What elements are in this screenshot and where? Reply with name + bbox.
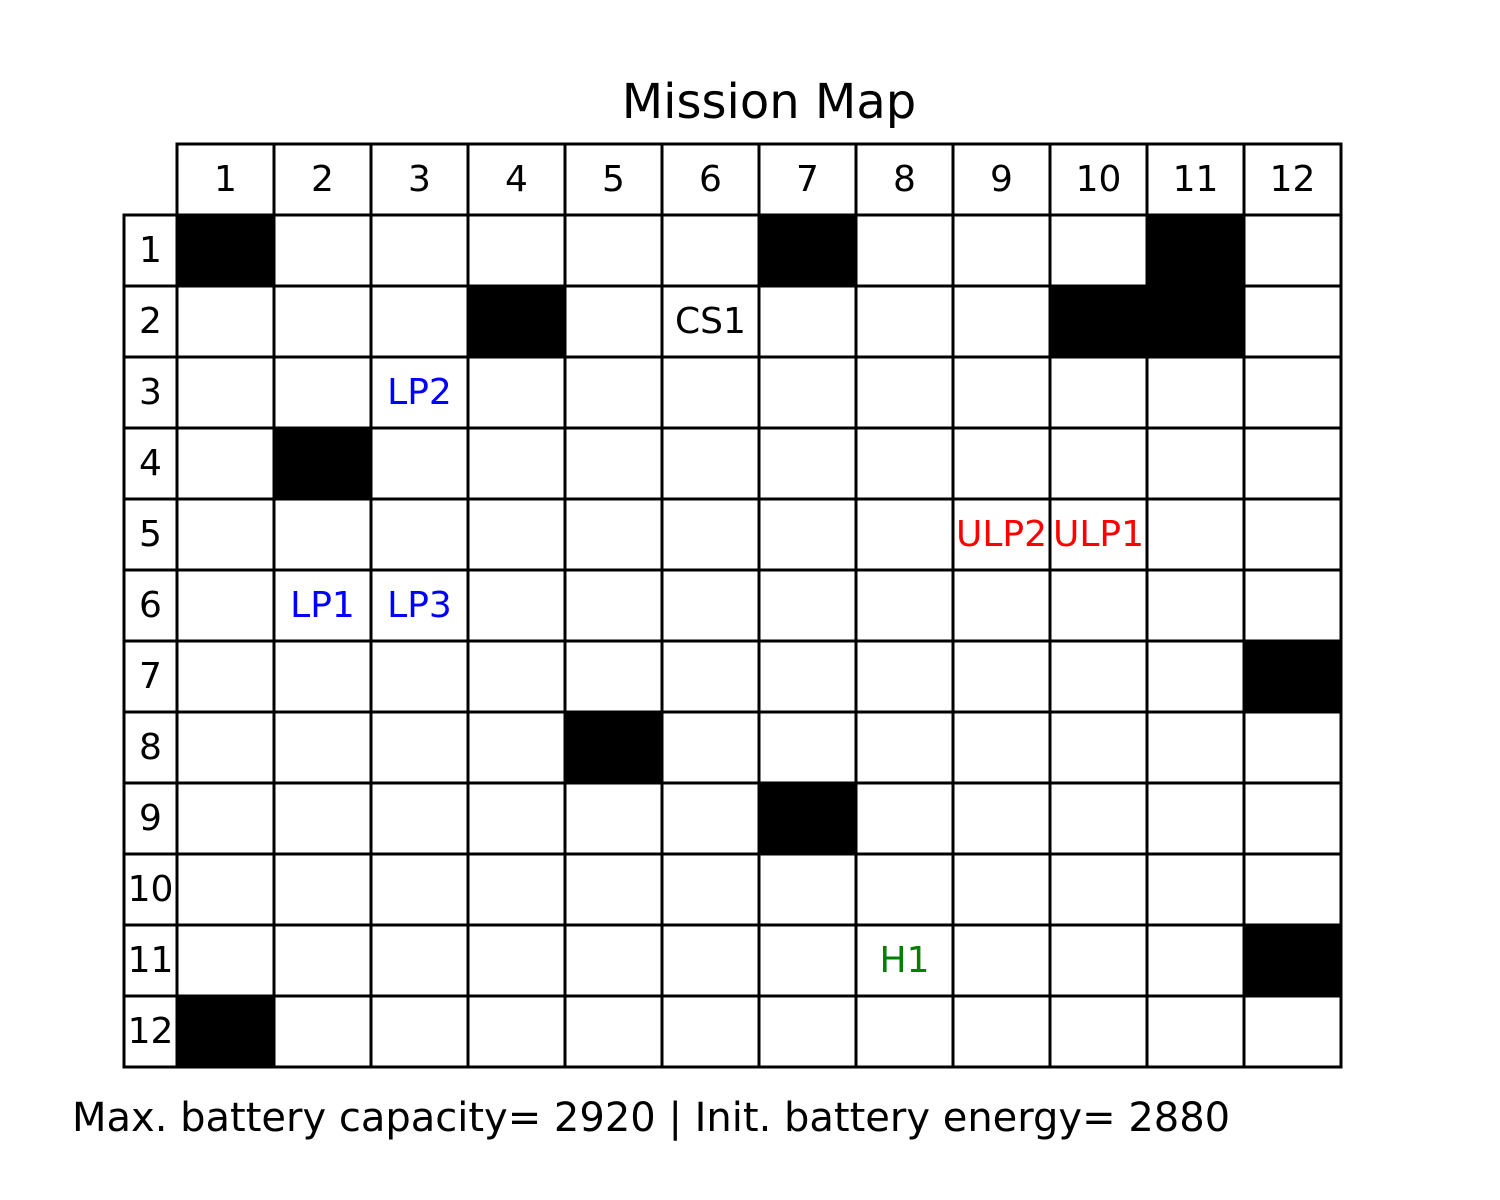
row-header-9: 9 xyxy=(139,798,162,839)
marker-h1: H1 xyxy=(880,940,930,981)
battery-info: Max. battery capacity= 2920 | Init. batt… xyxy=(72,1095,1231,1141)
row-header-12: 12 xyxy=(128,1011,174,1052)
row-header-8: 8 xyxy=(139,727,162,768)
grid-labels: 1 2 3 4 5 6 7 8 9 10 11 12123456789101112CS1LP2ULP2… xyxy=(128,159,1316,1052)
column-header-1: 1 xyxy=(214,159,237,200)
obstacle-cell-r9-c7 xyxy=(759,783,856,854)
obstacle-cell-r1-c11 xyxy=(1147,215,1244,286)
column-header-8: 8 xyxy=(893,159,916,200)
column-header-5: 5 xyxy=(602,159,625,200)
obstacle-cell-r11-c12 xyxy=(1244,925,1341,996)
marker-ulp1: ULP1 xyxy=(1053,514,1144,555)
obstacle-cell-r2-c10 xyxy=(1050,286,1147,357)
obstacle-cell-r7-c12 xyxy=(1244,641,1341,712)
marker-lp2: LP2 xyxy=(387,372,452,413)
column-header-10: 10 xyxy=(1076,159,1122,200)
obstacle-cell-r2-c11 xyxy=(1147,286,1244,357)
column-header-3: 3 xyxy=(408,159,431,200)
row-header-11: 11 xyxy=(128,940,174,981)
marker-lp3: LP3 xyxy=(387,585,452,626)
row-header-1: 1 xyxy=(139,230,162,271)
column-header-9: 9 xyxy=(990,159,1013,200)
grid-cells xyxy=(177,215,1341,1067)
column-header-7: 7 xyxy=(796,159,819,200)
obstacle-cell-r2-c4 xyxy=(468,286,565,357)
row-header-4: 4 xyxy=(139,443,162,484)
obstacle-cell-r4-c2 xyxy=(274,428,371,499)
column-header-2: 2 xyxy=(311,159,334,200)
row-header-2: 2 xyxy=(139,301,162,342)
marker-cs1: CS1 xyxy=(675,301,746,342)
column-header-12: 12 xyxy=(1270,159,1316,200)
row-header-10: 10 xyxy=(128,869,174,910)
row-header-5: 5 xyxy=(139,514,162,555)
marker-ulp2: ULP2 xyxy=(956,514,1047,555)
column-header-4: 4 xyxy=(505,159,528,200)
obstacle-cell-r8-c5 xyxy=(565,712,662,783)
map-title: Mission Map xyxy=(621,74,917,130)
grid-lines xyxy=(122,142,1343,1069)
obstacle-cell-r1-c7 xyxy=(759,215,856,286)
obstacle-cell-r12-c1 xyxy=(177,996,274,1067)
row-header-6: 6 xyxy=(139,585,162,626)
row-header-7: 7 xyxy=(139,656,162,697)
row-header-3: 3 xyxy=(139,372,162,413)
obstacle-cell-r1-c1 xyxy=(177,215,274,286)
column-header-11: 11 xyxy=(1173,159,1219,200)
column-header-6: 6 xyxy=(699,159,722,200)
marker-lp1: LP1 xyxy=(290,585,355,626)
